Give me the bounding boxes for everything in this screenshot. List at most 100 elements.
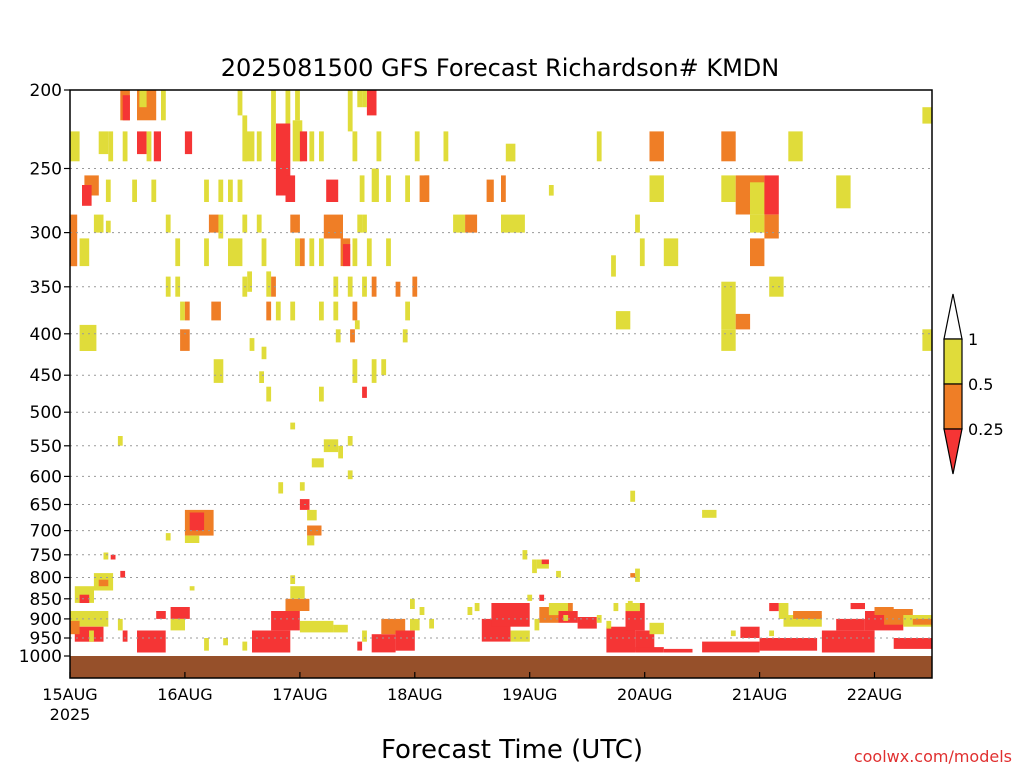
ri-cell-streak (539, 594, 545, 601)
ri-cell-streak (527, 594, 533, 601)
ri-cell-streak (474, 603, 480, 612)
ri-cell-streak (180, 301, 185, 321)
ri-cell-patch (663, 648, 693, 653)
x-tick-label: 17AUG (272, 685, 327, 704)
ri-cell-streak (105, 220, 111, 233)
ri-cell-patch (252, 630, 291, 653)
ri-cell-patch (501, 214, 525, 233)
ri-cell-patch (213, 359, 224, 383)
plot-frame (69, 89, 933, 679)
ri-cell-streak (151, 179, 157, 202)
ri-cell-streak (105, 179, 111, 202)
ri-cell-streak (189, 586, 195, 591)
ri-cell-patch (137, 131, 147, 155)
ri-cell-streak (117, 618, 123, 631)
ri-cell-streak (228, 179, 233, 202)
ri-cell-streak (611, 255, 616, 277)
ri-cell-streak (285, 90, 291, 124)
ri-cell-patch (769, 276, 784, 297)
ri-cell-streak (89, 630, 94, 642)
ri-cell-patch (783, 615, 822, 627)
ri-cell-streak (204, 238, 209, 267)
ri-cell-streak (165, 533, 171, 541)
ri-cell-patch (82, 185, 92, 206)
ri-cell-streak (299, 482, 305, 491)
ri-cell-patch (893, 638, 932, 649)
ri-cell-patch (170, 607, 190, 619)
ri-cell-patch (70, 620, 80, 635)
ri-cell-streak (381, 359, 387, 376)
source-credit[interactable]: coolwx.com/models (854, 747, 1012, 766)
ri-cell-streak (630, 573, 636, 578)
x-tick-sublabel: 2025 (50, 705, 91, 724)
ri-cell-streak (256, 214, 262, 233)
ri-cell-patch (366, 90, 377, 116)
ri-cell-streak (362, 386, 367, 398)
ri-cell-streak (309, 238, 315, 267)
ri-cell-patch (912, 618, 932, 625)
ri-cell-patch (156, 611, 166, 619)
ri-cell-patch (922, 329, 932, 351)
ri-cell-patch (307, 509, 317, 521)
x-tick-label: 19AUG (502, 685, 557, 704)
ri-cell-streak (278, 482, 284, 494)
ri-cell-patch (184, 535, 200, 543)
ri-cell-patch (635, 630, 655, 651)
y-tick-label: 550 (30, 437, 62, 457)
ri-cell-patch (649, 175, 664, 202)
ri-cell-streak (532, 559, 537, 574)
ri-cell-streak (354, 320, 360, 330)
ri-cell-patch (922, 107, 932, 124)
ri-cell-patch (208, 214, 219, 233)
ri-cell-streak (290, 301, 296, 321)
ri-cell-streak (443, 131, 449, 162)
ri-cell-streak (357, 90, 363, 108)
x-tick-label: 20AUG (617, 685, 672, 704)
x-tick-label: 18AUG (387, 685, 442, 704)
ri-cell-patch (750, 214, 765, 233)
ri-cell-streak (352, 301, 358, 321)
ri-cell-streak (110, 554, 116, 560)
ri-cell-streak (223, 638, 228, 646)
ri-cell-patch (70, 131, 80, 162)
ri-cell-streak (563, 615, 569, 621)
ri-cell-streak (362, 630, 367, 642)
ri-cell-patch (702, 641, 760, 653)
ri-cell-streak (275, 301, 281, 321)
ri-cell-streak (568, 603, 573, 612)
ri-cell-patch (721, 175, 736, 202)
ri-cell-streak (613, 603, 619, 612)
ri-cell-streak (165, 276, 171, 297)
ri-cell-streak (371, 276, 377, 297)
ri-cell-patch (285, 598, 310, 611)
ri-cell-patch (836, 618, 865, 631)
ri-cell-streak (103, 552, 109, 560)
ri-cell-patch (702, 509, 717, 518)
ri-cell-streak (184, 301, 190, 321)
ri-cell-streak (606, 620, 612, 629)
y-tick-label: 900 (30, 610, 62, 630)
ri-cell-patch (778, 603, 789, 619)
ri-cell-streak (256, 131, 262, 162)
legend-swatch-yellow (943, 338, 963, 385)
ri-cell-streak (319, 301, 324, 321)
x-tick-label: 22AUG (847, 685, 902, 704)
ri-cell-patch (323, 214, 343, 239)
ri-cell-patch (836, 175, 851, 209)
ri-cell-streak (405, 175, 410, 202)
ri-cell-patch (510, 630, 530, 642)
ri-cell-streak (386, 238, 391, 267)
ri-cell-patch (750, 238, 765, 267)
legend-level-label: 0.5 (968, 375, 993, 394)
y-tick-label: 650 (30, 496, 62, 516)
ri-cell-patch (333, 624, 348, 633)
ri-cell-patch (98, 579, 109, 587)
ri-cell-streak (261, 346, 267, 360)
ri-cell-patch (625, 611, 645, 631)
y-tick-label: 800 (30, 569, 62, 589)
ri-cell-patch (79, 324, 97, 351)
ri-cell-patch (285, 175, 296, 202)
y-tick-label: 950 (30, 629, 62, 649)
x-tick-label: 15AUG (42, 685, 97, 704)
ri-cell-streak (386, 175, 391, 202)
